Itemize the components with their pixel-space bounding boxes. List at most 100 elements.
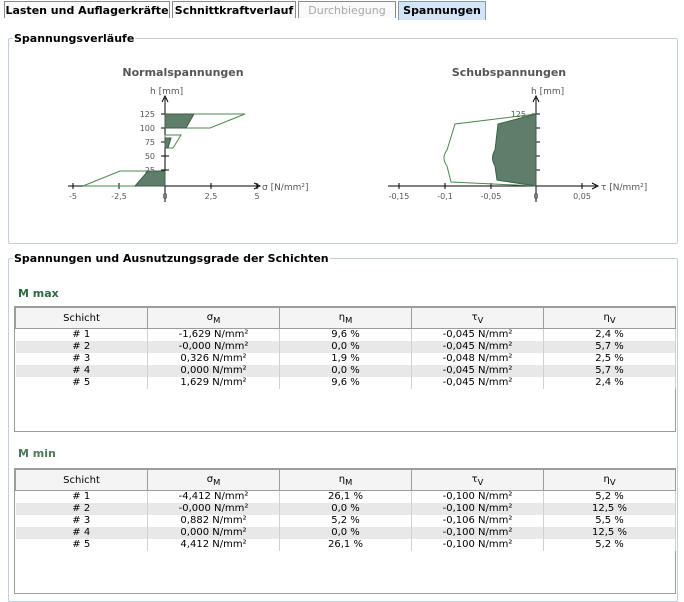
- normal-stress-mmax-layer-1: [164, 113, 195, 129]
- table-row[interactable]: # 3 0,326 N/mm² 1,9 % -0,048 N/mm² 2,5 %: [15, 353, 676, 365]
- mmin-header-row: Schicht σM ηM τV ηV: [15, 469, 676, 491]
- eta-symbol: η: [338, 311, 346, 323]
- cell-eta-v: 5,7 %: [543, 365, 676, 377]
- cell-sigma-m: 0,000 N/mm²: [147, 365, 280, 377]
- tab-loads-reactions[interactable]: Lasten und Auflagerkräfte: [4, 1, 170, 18]
- cell-tau-v: -0,100 N/mm²: [411, 539, 544, 551]
- mmin-heading: M min: [18, 447, 56, 460]
- stress-diagrams-group: Spannungsverläufe: [8, 32, 678, 244]
- tab-internal-forces[interactable]: Schnittkraftverlauf: [172, 1, 296, 18]
- table-row[interactable]: # 5 4,412 N/mm² 26,1 % -0,100 N/mm² 5,2 …: [15, 539, 676, 551]
- normal-y-tick: 125: [140, 110, 155, 119]
- sigma-symbol: σ: [206, 311, 214, 323]
- tau-symbol: τ: [471, 311, 478, 323]
- shear-x-tick: -0,1: [437, 192, 453, 201]
- column-header-eta-m[interactable]: ηM: [279, 469, 412, 491]
- tau-symbol: τ: [471, 473, 478, 485]
- cell-sigma-m: -4,412 N/mm²: [147, 490, 280, 503]
- cell-tau-v: -0,045 N/mm²: [411, 341, 544, 353]
- eta-subscript: M: [345, 314, 353, 325]
- cell-eta-v: 12,5 %: [543, 503, 676, 515]
- shear-stress-title: Schubspannungen: [451, 66, 567, 79]
- cell-eta-m: 0,0 %: [279, 527, 412, 539]
- cell-layer: # 3: [15, 353, 148, 365]
- shear-x-tick: 0,05: [573, 192, 591, 201]
- cell-tau-v: -0,100 N/mm²: [411, 503, 544, 515]
- table-row[interactable]: # 4 0,000 N/mm² 0,0 % -0,100 N/mm² 12,5 …: [15, 527, 676, 539]
- column-header-layer[interactable]: Schicht: [15, 469, 148, 491]
- cell-eta-m: 26,1 %: [279, 490, 412, 503]
- sigma-subscript: M: [213, 314, 221, 325]
- shear-stress-axes: [388, 94, 600, 202]
- eta-v-subscript: V: [609, 476, 616, 487]
- mmax-table: Schicht σM ηM τV ηV # 1 -1,629 N/mm² 9,6…: [15, 307, 676, 389]
- cell-eta-m: 0,0 %: [279, 503, 412, 515]
- cell-tau-v: -0,045 N/mm²: [411, 365, 544, 377]
- eta-v-symbol: η: [603, 473, 610, 485]
- cell-layer: # 3: [15, 515, 148, 527]
- normal-stress-mmax-layer-3: [164, 137, 172, 149]
- column-header-eta-m[interactable]: ηM: [279, 307, 412, 329]
- table-row[interactable]: # 5 1,629 N/mm² 9,6 % -0,045 N/mm² 2,4 %: [15, 377, 676, 389]
- cell-eta-m: 9,6 %: [279, 328, 412, 341]
- eta-v-subscript: V: [609, 314, 616, 325]
- cell-tau-v: -0,045 N/mm²: [411, 377, 544, 389]
- tab-deflection: Durchbiegung: [298, 1, 396, 18]
- cell-layer: # 4: [15, 527, 148, 539]
- table-row[interactable]: # 1 -1,629 N/mm² 9,6 % -0,045 N/mm² 2,4 …: [15, 328, 676, 341]
- shear-y-tick: 125: [511, 110, 526, 119]
- cell-eta-v: 5,5 %: [543, 515, 676, 527]
- cell-tau-v: -0,100 N/mm²: [411, 527, 544, 539]
- column-header-sigma-m[interactable]: σM: [147, 469, 280, 491]
- normal-stress-mmax-layer-5: [133, 170, 166, 187]
- table-row[interactable]: # 4 0,000 N/mm² 0,0 % -0,045 N/mm² 5,7 %: [15, 365, 676, 377]
- cell-eta-v: 2,5 %: [543, 353, 676, 365]
- tau-subscript: V: [477, 314, 484, 325]
- tab-stresses[interactable]: Spannungen: [398, 1, 486, 20]
- mmax-heading: M max: [18, 287, 59, 300]
- cell-layer: # 2: [15, 341, 148, 353]
- column-header-eta-v[interactable]: ηV: [543, 307, 676, 329]
- cell-tau-v: -0,106 N/mm²: [411, 515, 544, 527]
- column-header-tau-v[interactable]: τV: [411, 469, 544, 491]
- cell-eta-v: 5,2 %: [543, 539, 676, 551]
- shear-stress-profile: [443, 113, 537, 187]
- normal-y-tick: 75: [145, 138, 155, 147]
- cell-sigma-m: 0,000 N/mm²: [147, 527, 280, 539]
- table-row[interactable]: # 1 -4,412 N/mm² 26,1 % -0,100 N/mm² 5,2…: [15, 490, 676, 503]
- table-row[interactable]: # 2 -0,000 N/mm² 0,0 % -0,100 N/mm² 12,5…: [15, 503, 676, 515]
- layers-legend: Spannungen und Ausnutzungsgrade der Schi…: [14, 252, 329, 265]
- shear-x-label: τ [N/mm²]: [601, 183, 647, 193]
- cell-eta-v: 12,5 %: [543, 527, 676, 539]
- shear-stress-mmin-outline: [443, 113, 537, 187]
- cell-eta-m: 0,0 %: [279, 365, 412, 377]
- eta-subscript: M: [345, 476, 353, 487]
- normal-x-tick: -5: [69, 192, 77, 201]
- normal-y-label: h [mm]: [150, 87, 183, 97]
- table-row[interactable]: # 2 -0,000 N/mm² 0,0 % -0,045 N/mm² 5,7 …: [15, 341, 676, 353]
- cell-eta-v: 5,7 %: [543, 341, 676, 353]
- cell-layer: # 2: [15, 503, 148, 515]
- column-header-layer[interactable]: Schicht: [15, 307, 148, 329]
- cell-sigma-m: 1,629 N/mm²: [147, 377, 280, 389]
- mmax-header-row: Schicht σM ηM τV ηV: [15, 307, 676, 329]
- cell-tau-v: -0,100 N/mm²: [411, 490, 544, 503]
- cell-layer: # 5: [15, 539, 148, 551]
- cell-eta-v: 2,4 %: [543, 377, 676, 389]
- table-row[interactable]: # 3 0,882 N/mm² 5,2 % -0,106 N/mm² 5,5 %: [15, 515, 676, 527]
- normal-x-tick: 5: [254, 192, 259, 201]
- column-header-sigma-m[interactable]: σM: [147, 307, 280, 329]
- cell-tau-v: -0,048 N/mm²: [411, 353, 544, 365]
- column-header-tau-v[interactable]: τV: [411, 307, 544, 329]
- shear-x-tick: -0,05: [481, 192, 502, 201]
- eta-symbol: η: [338, 473, 346, 485]
- column-header-eta-v[interactable]: ηV: [543, 469, 676, 491]
- normal-stress-profile: [82, 113, 246, 187]
- cell-eta-m: 0,0 %: [279, 341, 412, 353]
- normal-x-label: σ [N/mm²]: [262, 183, 309, 193]
- cell-sigma-m: 0,882 N/mm²: [147, 515, 280, 527]
- stress-diagrams-canvas: h [mm] σ [N/mm²] -5 -2,5 0 2,5 5 125 100…: [68, 87, 647, 202]
- cell-layer: # 4: [15, 365, 148, 377]
- normal-stress-title: Normalspannungen: [122, 66, 244, 79]
- cell-sigma-m: -0,000 N/mm²: [147, 341, 280, 353]
